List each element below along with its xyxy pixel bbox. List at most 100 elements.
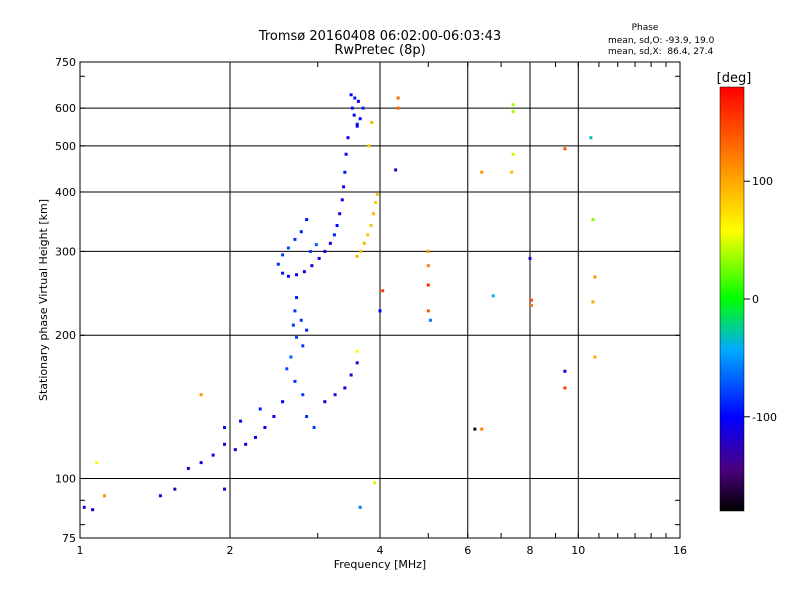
data-point [199,461,203,465]
x-tick-label: 1 [77,544,84,557]
data-point [317,256,321,260]
data-point [223,442,227,446]
y-tick-label: 750 [55,56,76,69]
data-point [158,494,162,498]
data-point [281,271,285,275]
x-tick-label: 2 [227,544,234,557]
chart-title: Tromsø 20160408 06:02:00-06:03:43 [258,29,501,44]
data-point [340,198,344,202]
data-point [350,106,354,110]
data-point [352,113,356,117]
data-point [333,393,337,397]
data-point [338,212,342,216]
data-point [349,93,353,97]
data-point [299,230,303,234]
data-point [272,414,276,418]
data-point [173,487,177,491]
data-points [82,93,597,512]
data-point [223,425,227,429]
data-point [349,373,353,377]
data-point [332,233,336,237]
data-point [286,246,290,250]
data-point [473,427,477,431]
data-point [528,256,532,260]
data-point [358,505,362,509]
data-point [314,243,318,247]
data-point [291,323,295,327]
data-point [301,393,305,397]
colorbar [719,86,745,512]
data-point [366,233,370,237]
data-point [359,249,363,253]
data-point [355,124,359,128]
x-tick-label: 16 [673,544,687,557]
data-point [293,309,297,313]
data-point [563,147,567,151]
x-tick-label: 8 [527,544,534,557]
data-point [394,168,398,172]
data-point [233,448,237,452]
data-point [428,318,432,322]
colorbar-ticks: 100 0 -100 [744,175,777,424]
data-point [563,369,567,373]
gridlines [80,62,680,538]
data-point [312,425,316,429]
y-tick-label: 200 [55,329,76,342]
data-point [426,283,430,287]
data-point [374,201,378,205]
data-point [310,264,314,268]
data-point [378,309,382,313]
data-point [563,386,567,390]
data-point [301,344,305,348]
data-point [511,152,515,156]
data-point [335,224,339,228]
data-point [367,144,371,148]
data-point [286,274,290,278]
y-axis-label: Stationary phase Virtual Height [km] [37,199,50,401]
data-point [511,103,515,107]
data-point [381,289,385,293]
data-point [295,273,299,277]
data-point [285,367,289,371]
data-point [244,442,248,446]
phase-stats-o: mean, sd,O: -93.9, 19.0 [608,36,715,46]
data-point [369,224,373,228]
colorbar-tick-label: -100 [752,411,777,424]
data-point [211,453,215,457]
data-point [199,393,203,397]
y-tick-label: 400 [55,186,76,199]
data-point [342,185,346,189]
data-point [95,461,99,465]
data-point [511,110,515,114]
data-point [591,300,595,304]
data-point [529,298,533,302]
data-point [375,193,379,197]
data-point [239,419,243,423]
data-point [371,212,375,216]
x-tick-label: 6 [464,544,471,557]
x-axis-label: Frequency [MHz] [334,558,426,571]
data-point [353,96,357,100]
data-point [281,253,285,257]
data-point [373,481,377,485]
y-tick-label: 300 [55,245,76,258]
data-point [305,414,309,418]
data-point [223,487,227,491]
data-point [82,505,86,509]
data-point [253,435,257,439]
data-point [289,355,293,359]
data-point [426,264,430,268]
data-point [426,309,430,313]
phase-stats-x: mean, sd,X: 86.4, 27.4 [608,47,714,57]
data-point [344,152,348,156]
data-point [355,361,359,365]
y-tick-label: 75 [62,532,76,545]
data-point [361,106,365,110]
y-tick-label: 600 [55,102,76,115]
data-point [346,136,350,140]
x-tick-label: 10 [571,544,585,557]
data-point [480,170,484,174]
chart-subtitle: RwPretec (8p) [334,43,425,58]
data-point [91,508,95,512]
